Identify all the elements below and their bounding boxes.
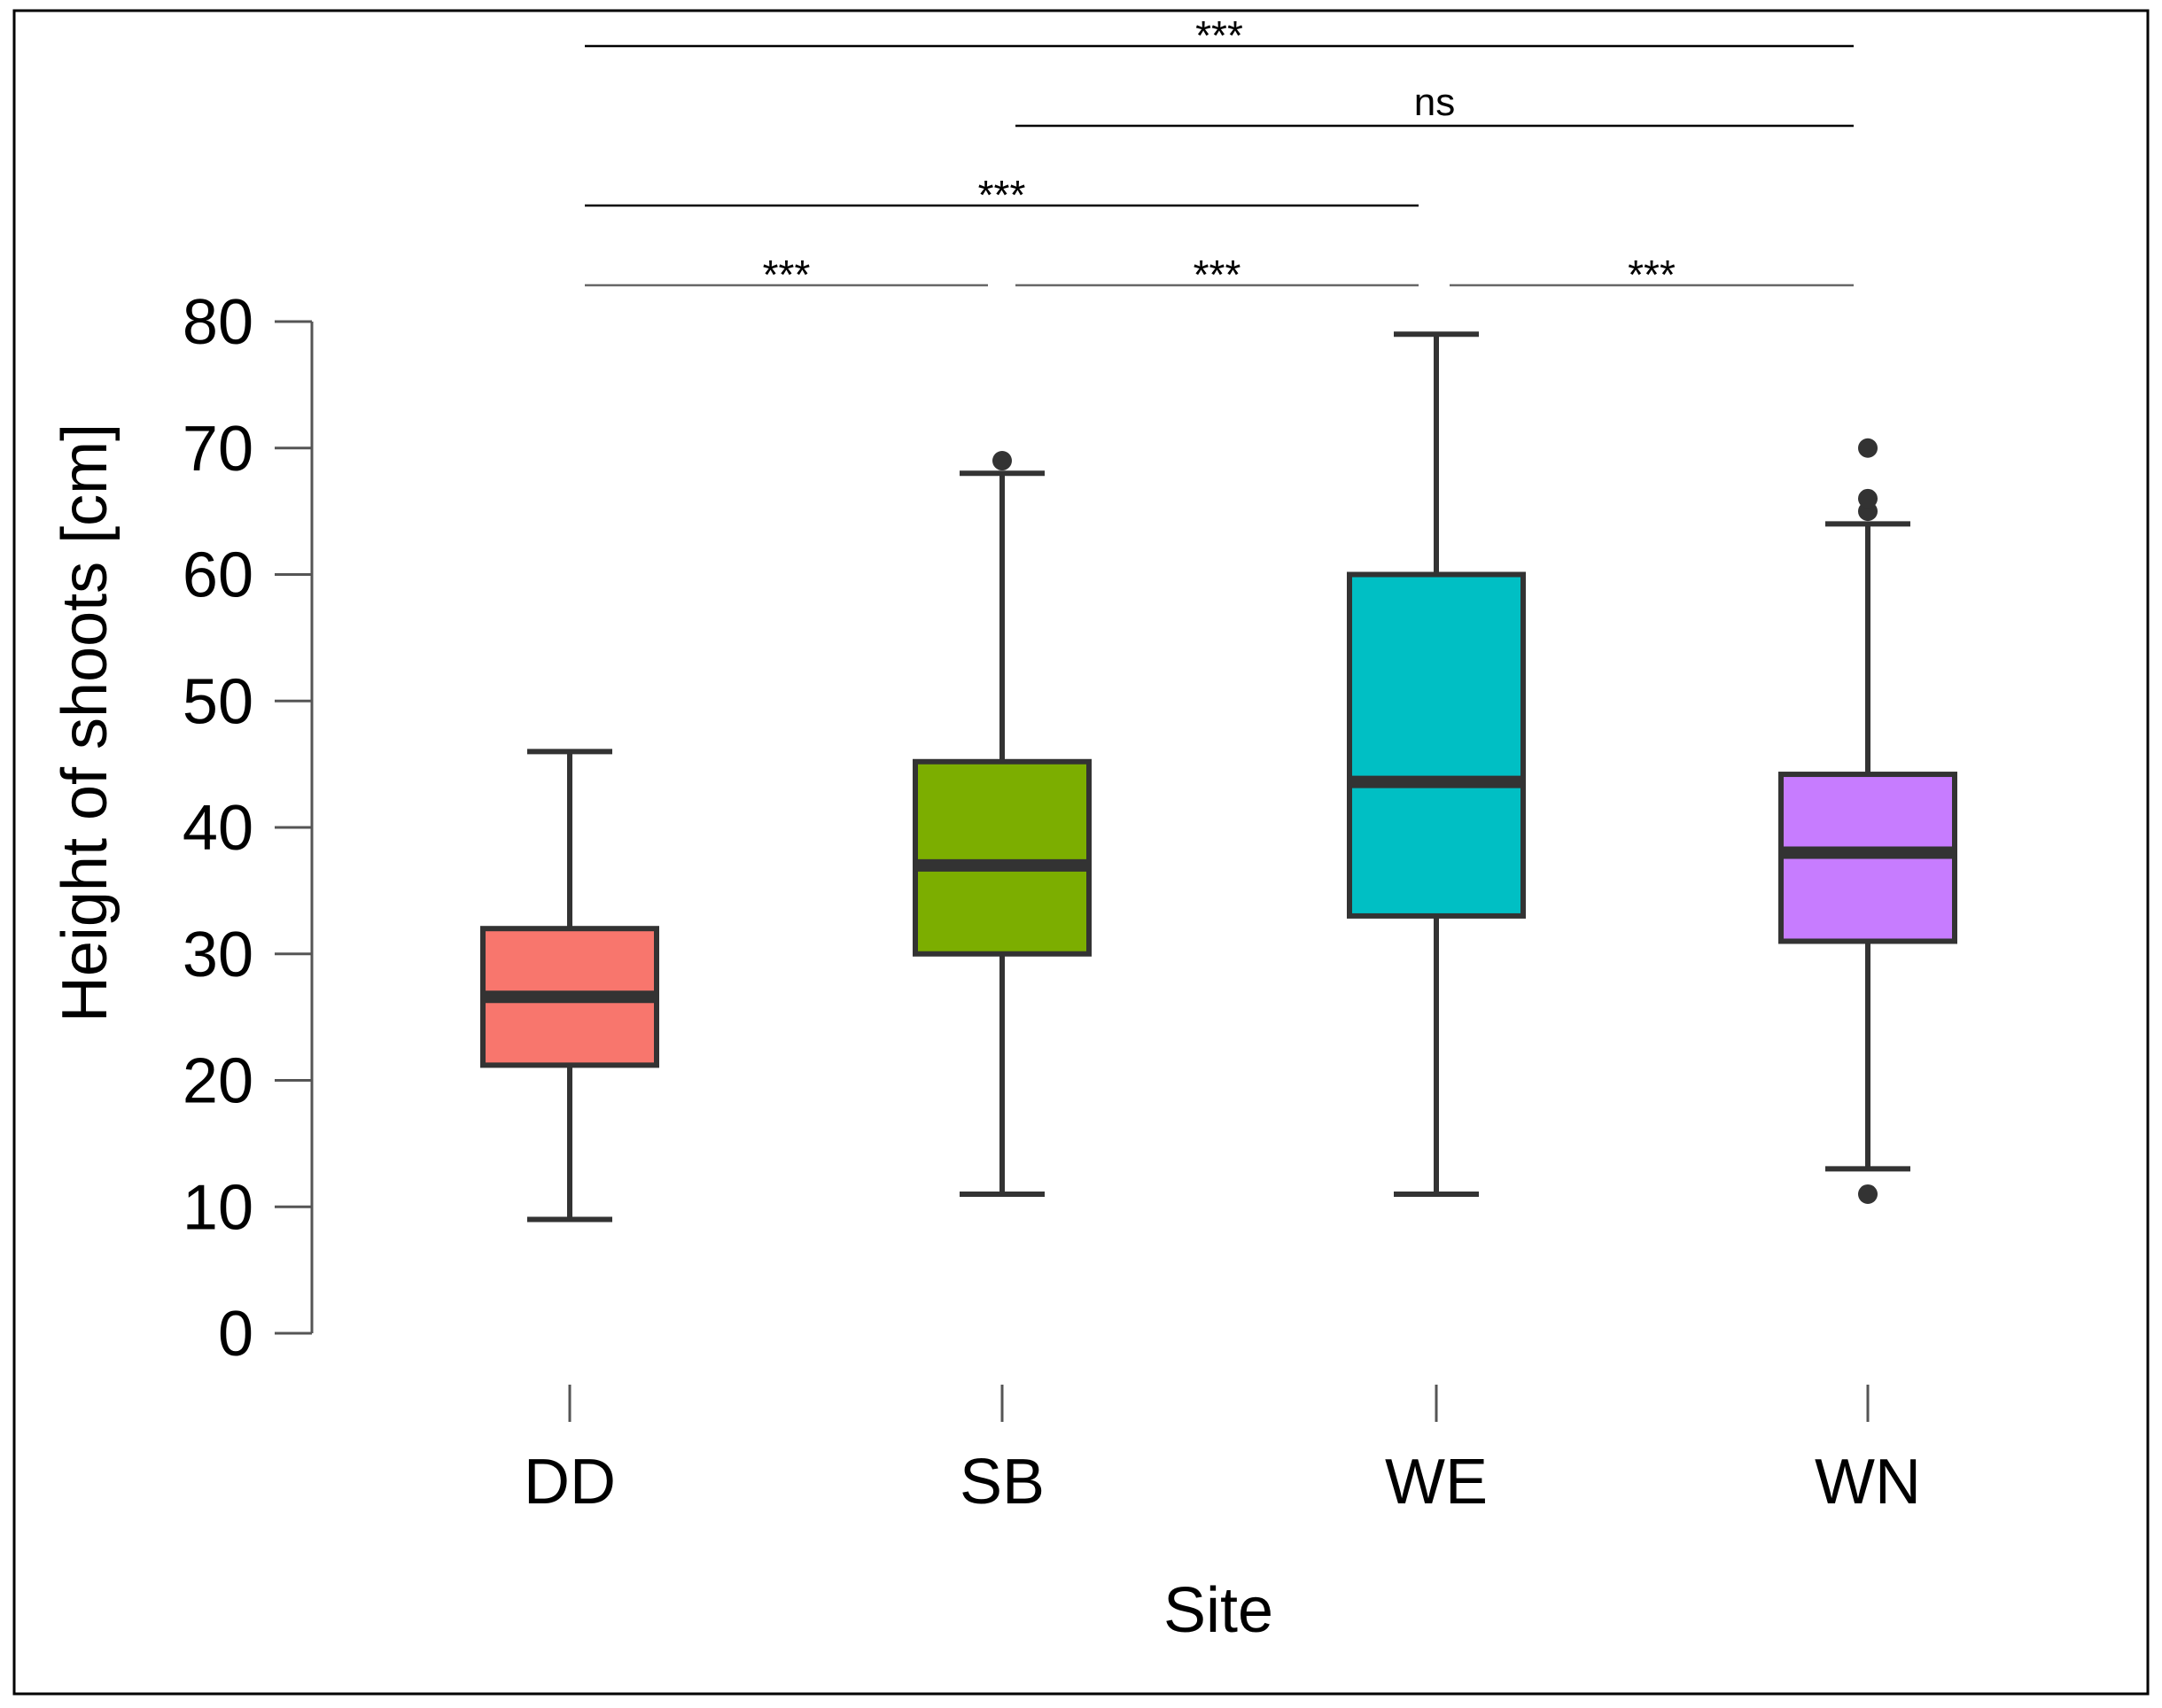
comparison-sb-we: *** [1015,252,1419,298]
y-tick-label: 80 [183,287,253,358]
x-tick-label: WN [1815,1447,1921,1518]
box-we [1347,331,1526,1197]
comparison-dd-wn: *** [585,12,1854,58]
comparison-sb-wn: ns [1015,81,1854,128]
x-tick-label: WE [1385,1447,1488,1518]
y-tick-label: 20 [183,1046,253,1117]
significance-label: *** [978,172,1026,218]
y-axis: 0 10 20 30 40 50 60 70 80 [183,287,314,1370]
significance-label: *** [763,252,811,298]
box-wn [1778,438,1957,1204]
iqr-box [913,758,1092,957]
outlier-point [1858,488,1878,509]
y-tick-label: 40 [183,793,253,864]
boxes [480,331,1957,1223]
x-tick-label: DD [524,1447,616,1518]
comparison-we-wn: *** [1450,252,1854,298]
significance-label: *** [1628,252,1676,298]
y-tick-label: 70 [183,414,253,485]
iqr-box [1347,571,1526,919]
outlier-point [1858,438,1878,458]
x-axis-label: Site [1163,1575,1273,1646]
y-tick-label: 0 [218,1299,253,1370]
significance-brackets: *** *** *** *** ns *** [585,12,1854,298]
box-dd [480,749,659,1223]
y-tick-label: 60 [183,540,253,611]
comparison-dd-sb: *** [585,252,988,298]
significance-label: *** [1195,12,1243,58]
x-tick-label: SB [960,1447,1045,1518]
outlier-point [1858,1184,1878,1204]
box-sb [913,451,1092,1197]
x-axis: DD SB WE WN [524,1385,1921,1518]
y-tick-label: 50 [183,666,253,737]
significance-label: ns [1414,81,1455,124]
y-tick-label: 10 [183,1172,253,1243]
y-axis-label: Height of shoots [cm] [50,423,121,1022]
significance-label: *** [1194,252,1241,298]
comparison-dd-we: *** [585,172,1419,218]
y-tick-label: 30 [183,920,253,990]
outlier-point [992,451,1012,471]
